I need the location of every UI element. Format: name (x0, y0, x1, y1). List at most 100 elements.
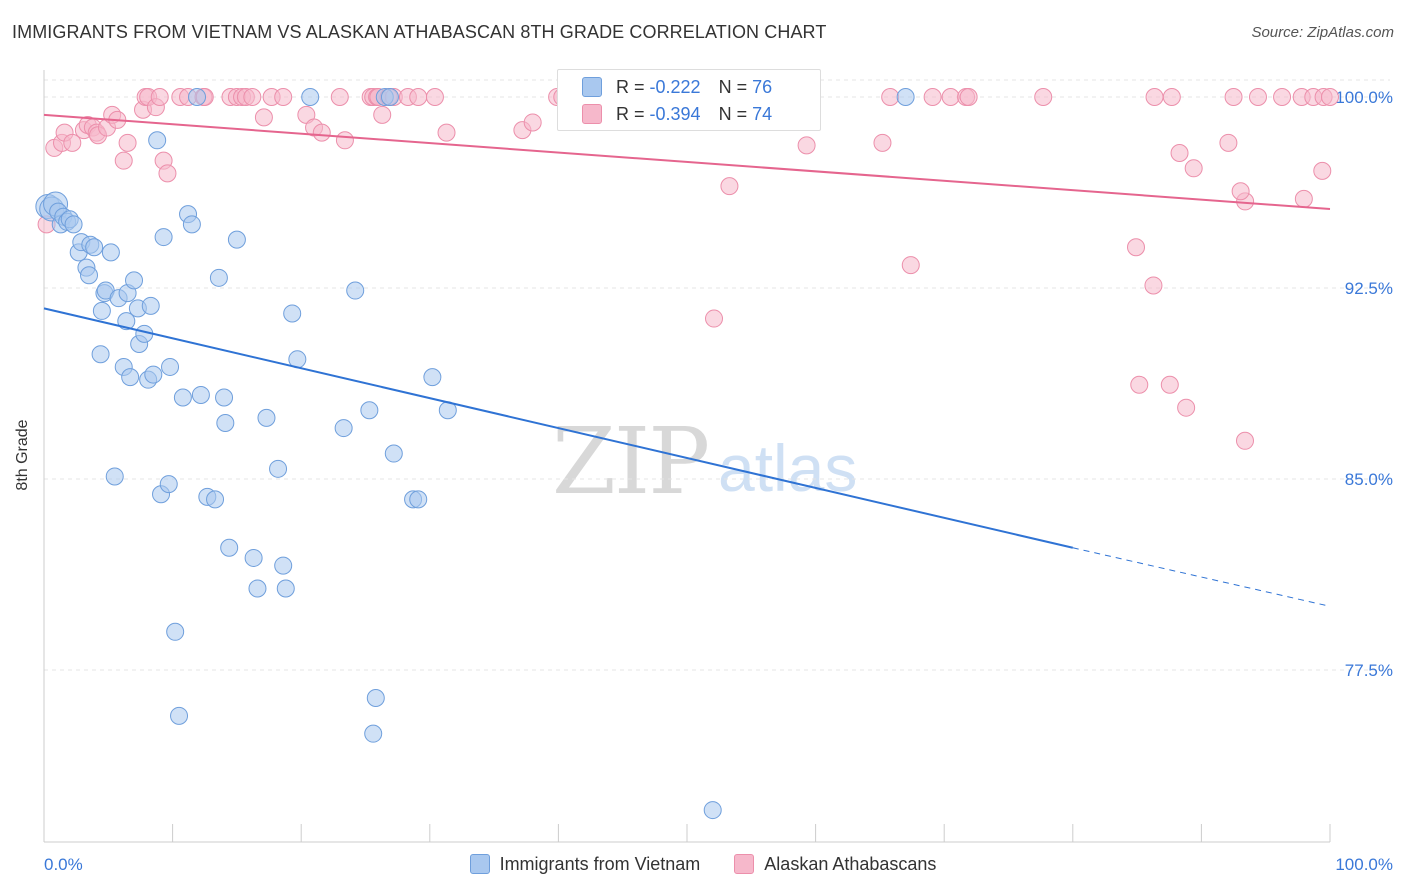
athabascan-point (941, 88, 960, 106)
athabascan-point (1130, 375, 1149, 394)
vietnam-point (276, 579, 295, 598)
vietnam-point (91, 345, 110, 364)
vietnam-point (173, 388, 192, 407)
legend-swatch-vietnam (469, 854, 490, 874)
athabascan-point (274, 88, 293, 106)
vietnam-point (101, 243, 120, 262)
vietnam-point (301, 88, 320, 106)
athabascan-point (1184, 159, 1203, 178)
athabascan-point (1321, 88, 1339, 106)
vietnam-point (360, 401, 379, 420)
vietnam-point (141, 296, 160, 315)
vietnam-point (161, 357, 180, 376)
stats-r-value: -0.222 (649, 76, 701, 97)
vietnam-point (144, 365, 163, 384)
athabascan-point (150, 88, 169, 106)
athabascan-point (873, 133, 892, 152)
athabascan-point (1231, 182, 1250, 201)
vietnam-point (215, 388, 234, 407)
athabascan-point (1144, 276, 1163, 295)
stats-row-vietnam: R = -0.222 N = 76 (582, 75, 772, 99)
legend-item-vietnam[interactable]: Immigrants from Vietnam (469, 852, 701, 876)
athabascan-point (114, 151, 133, 170)
athabascan-point (1248, 88, 1267, 106)
athabascan-point (1034, 88, 1053, 106)
athabascan-point (1219, 133, 1238, 152)
athabascan-point (373, 105, 392, 124)
x-tick-label: 0.0% (44, 855, 83, 874)
vietnam-point (209, 268, 228, 287)
athabascan-point (1313, 161, 1332, 180)
vietnam-point (159, 475, 178, 494)
vietnam-point (170, 706, 189, 725)
vietnam-point (364, 724, 383, 743)
y-tick-label: 100.0% (1335, 88, 1393, 107)
athabascan-point (1235, 431, 1254, 450)
stats-r-value: -0.394 (649, 103, 701, 124)
vietnam-point (105, 467, 124, 486)
vietnam-point (366, 689, 385, 708)
vietnam-trend-extension (1072, 547, 1331, 607)
stats-swatch-athabascan (582, 104, 602, 124)
vietnam-point (191, 385, 210, 404)
athabascan-point (1170, 144, 1189, 163)
stats-n-label: N = (718, 76, 748, 97)
y-tick-label: 85.0% (1345, 470, 1393, 489)
vietnam-point (216, 413, 235, 432)
vietnam-point (244, 548, 263, 567)
y-tick-label: 77.5% (1345, 661, 1393, 680)
athabascan-point (1224, 88, 1243, 106)
athabascan-point (1145, 88, 1164, 106)
athabascan-point (1273, 88, 1292, 106)
vietnam-point (182, 215, 201, 234)
stats-r-label: R = (616, 76, 645, 97)
vietnam-point (409, 490, 428, 509)
vietnam-point (85, 238, 104, 257)
vietnam-point (166, 622, 185, 641)
vietnam-point (703, 801, 722, 820)
vietnam-trend-line (43, 307, 1074, 549)
athabascan-point (901, 256, 920, 275)
source-label: Source: ZipAtlas.com (1251, 24, 1394, 41)
athabascan-trend-line (43, 113, 1331, 211)
vietnam-point (154, 228, 173, 247)
stats-row-athabascan: R = -0.394 N = 74 (582, 102, 772, 126)
legend-label-vietnam: Immigrants from Vietnam (499, 853, 701, 874)
watermark-zip: ZIP (552, 408, 710, 515)
vietnam-point (117, 312, 136, 331)
vietnam-point (283, 304, 302, 323)
stats-n-value: 74 (752, 103, 773, 124)
athabascan-point (705, 309, 724, 328)
chart-title: IMMIGRANTS FROM VIETNAM VS ALASKAN ATHAB… (12, 22, 827, 42)
vietnam-point (248, 579, 267, 598)
vietnam-point (148, 131, 167, 150)
vietnam-point (384, 444, 403, 463)
vietnam-point (346, 281, 365, 300)
athabascan-point (923, 88, 942, 106)
stats-swatch-vietnam (582, 77, 602, 97)
legend-label-athabascan: Alaskan Athabascans (764, 853, 937, 874)
vietnam-point (92, 301, 111, 320)
athabascan-point (158, 164, 177, 183)
stats-n-value: 76 (752, 76, 773, 97)
stats-box: R = -0.222 N = 76 R = -0.394 N = 74 (557, 69, 821, 131)
x-tick-label: 100.0% (1335, 855, 1393, 874)
legend: Immigrants from Vietnam Alaskan Athabasc… (0, 852, 1406, 876)
athabascan-point (118, 133, 137, 152)
athabascan-point (409, 88, 428, 106)
athabascan-point (1294, 189, 1313, 208)
vietnam-point (274, 556, 293, 575)
vietnam-point (125, 271, 144, 290)
vietnam-point (334, 419, 353, 438)
athabascan-point (1127, 238, 1146, 257)
athabascan-point (1160, 375, 1179, 394)
vietnam-point (423, 368, 442, 387)
vietnam-point (380, 88, 399, 106)
athabascan-point (797, 136, 816, 155)
legend-swatch-athabascan (734, 854, 755, 874)
vietnam-point (188, 88, 207, 106)
legend-item-athabascan[interactable]: Alaskan Athabascans (734, 852, 936, 876)
vietnam-point (257, 408, 276, 427)
athabascan-point (1177, 398, 1196, 417)
